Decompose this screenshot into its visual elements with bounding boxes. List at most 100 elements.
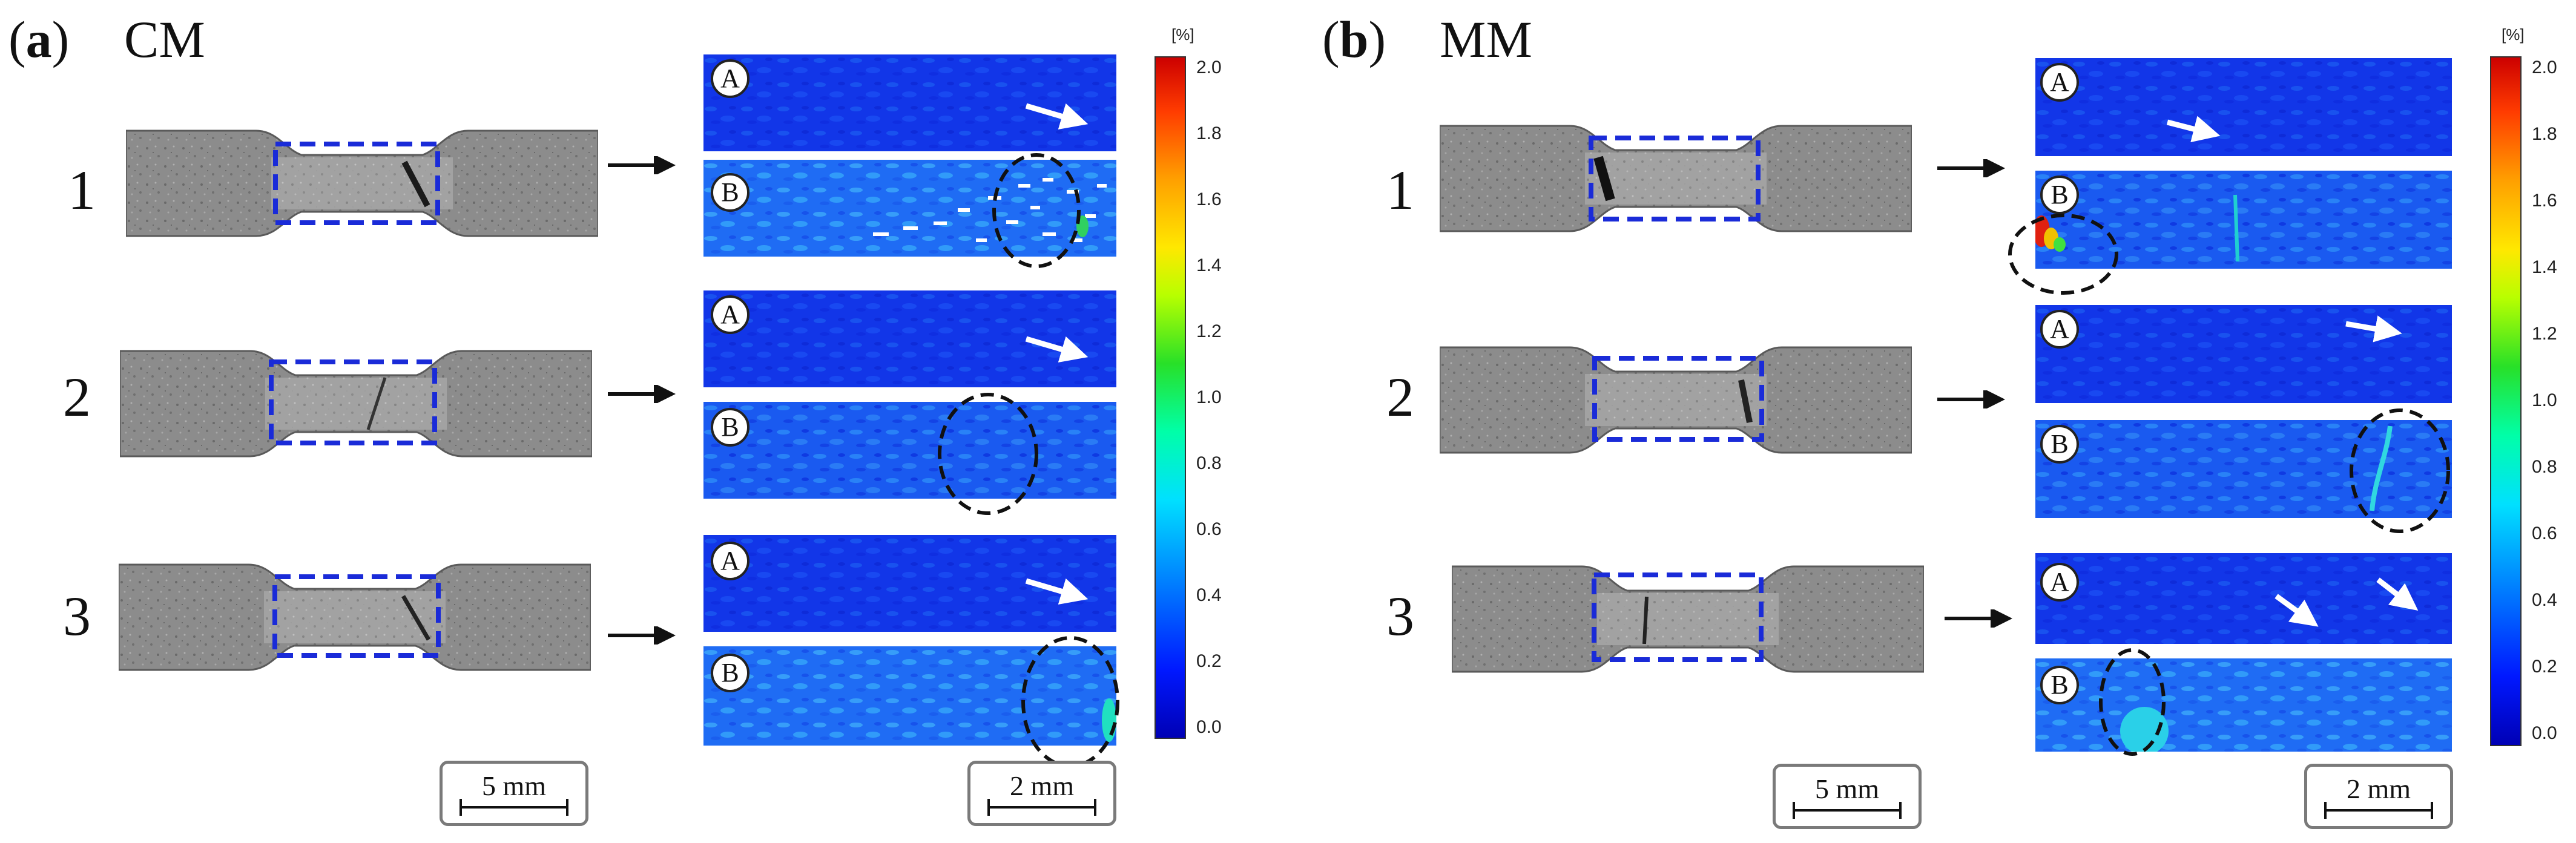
panel-b-map-2B [2035,420,2452,518]
panel-a-map-1B-label: B [711,173,749,212]
panel-b-row-2-label: 2 [1386,366,1414,428]
panel-a-colorbar-tick: 1.4 [1196,255,1222,275]
panel-b-letter: b [1339,10,1369,68]
panel-b-colorbar-tick: 1.8 [2532,124,2557,144]
panel-a-colorbar-tick: 0.8 [1196,453,1222,473]
panel-b-roi-3 [1592,572,1764,662]
white-arrow-icon [1025,578,1089,605]
panel-b-colorbar-tick: 0.0 [2532,723,2557,743]
panel-b-map-3A [2035,553,2452,644]
panel-a-map-1A [703,54,1116,151]
panel-a-map-2B-label: B [711,408,749,447]
white-arrow-icon [2275,594,2319,627]
panel-b-map-3B-label: B [2040,666,2079,704]
right-arrow-icon [608,156,676,174]
dashed-ellipse-icon [2350,408,2450,533]
panel-b-map-scale-text: 2 mm [2346,773,2411,804]
panel-a-annotations [938,103,1119,763]
white-arrow-icon [2376,577,2419,611]
panel-a-row-3-label: 3 [63,585,91,647]
panel-a-specimen-3 [119,560,591,675]
panel-a-colorbar-tick: 1.2 [1196,321,1222,341]
panel-a-colorbar-unit: [%] [1171,25,1194,44]
dashed-ellipse-icon [992,153,1081,268]
scale-bar [460,799,568,816]
dashed-ellipse-icon [1021,636,1119,763]
panel-a-colorbar-tick: 0.4 [1196,585,1222,605]
panel-b-colorbar-tick: 2.0 [2532,57,2557,77]
panel-a-map-scalebar: 2 mm [967,761,1116,826]
panel-b-map-1A [2035,58,2452,156]
panel-a-map-2A-label: A [711,295,749,334]
panel-b-map-1A-label: A [2040,63,2079,102]
panel-a-colorbar-tick: 0.0 [1196,717,1222,737]
panel-b-map-2A-label: A [2040,310,2079,349]
panel-a-close: ) [51,10,70,68]
panel-a-letter: a [25,10,52,68]
panel-b-row-1-label: 1 [1386,159,1414,221]
panel-b-label: (b) [1322,13,1386,65]
panel-a-colorbar [1155,56,1186,739]
panel-b-colorbar-tick: 1.4 [2532,257,2557,277]
dashed-ellipse-icon [2099,648,2166,756]
white-arrow-icon [1025,336,1089,362]
panel-a-roi-1 [273,142,440,225]
panel-b-close: ) [1368,10,1386,68]
right-arrow-icon [1937,159,2005,177]
panel-a-row-1-label: 1 [68,159,96,221]
dashed-ellipse-icon [2008,214,2118,295]
panel-a-specimen-2 [120,346,592,461]
panel-a-map-2B [703,402,1116,499]
panel-b-map-1B [2035,171,2452,269]
panel-b-map-3A-label: A [2040,563,2079,602]
panel-b-row-3-label: 3 [1386,585,1414,647]
panel-b-map-2B-label: B [2040,425,2079,464]
panel-a-title: CM [124,10,205,68]
panel-a-label: (a) [8,13,69,65]
right-arrow-icon [608,385,676,403]
scale-bar [987,799,1096,816]
panel-a-map-3B [703,646,1116,746]
panel-b-colorbar-tick: 1.6 [2532,191,2557,211]
panel-b-specimen-1 [1440,121,1912,236]
panel-a-roi-2 [269,359,437,445]
panel-b-specimen-2 [1440,343,1912,458]
scale-bar [2324,802,2433,819]
panel-b-roi-1 [1589,136,1761,221]
panel-b-specimen-scale-text: 5 mm [1814,773,1880,804]
panel-b-specimen-3 [1452,562,1924,677]
panel-a-specimen-1 [126,126,598,241]
panel-b-annotations [2008,116,2450,756]
panel-a-colorbar-tick: 0.2 [1196,651,1222,671]
panel-b-title: MM [1440,10,1532,68]
panel-b-specimen-scalebar: 5 mm [1773,764,1922,829]
panel-a-specimen-scale-text: 5 mm [481,770,547,801]
panel-a-roi-3 [272,574,441,658]
right-arrow-icon [1937,390,2005,408]
panel-a-map-1A-label: A [711,59,749,98]
panel-a-map-scale-text: 2 mm [1009,770,1075,801]
panel-a-map-3B-label: B [711,654,749,692]
panel-a-colorbar-tick: 1.0 [1196,387,1222,407]
white-arrow-icon [2166,116,2221,143]
panel-b-map-scalebar: 2 mm [2304,764,2453,829]
panel-b-colorbar [2490,56,2522,746]
right-arrow-icon [1945,609,2012,628]
white-arrow-icon [2345,315,2402,343]
panel-b-colorbar-tick: 1.0 [2532,390,2557,410]
panel-b-map-1B-label: B [2040,175,2079,214]
panel-a-specimen-scalebar: 5 mm [440,761,588,826]
panel-b-colorbar-tick: 0.4 [2532,590,2557,610]
panel-a-colorbar-tick: 2.0 [1196,57,1222,77]
right-arrow-icon [608,626,676,645]
panel-a-map-3A-label: A [711,542,749,580]
panel-b-colorbar-tick: 0.2 [2532,657,2557,677]
panel-a-row-2-label: 2 [63,366,91,428]
panel-b-map-3B [2035,658,2452,752]
panel-a-colorbar-tick: 1.8 [1196,123,1222,143]
panel-b-colorbar-tick: 1.2 [2532,324,2557,344]
scale-bar [1793,802,1902,819]
panel-b-roi-2 [1592,356,1764,442]
panel-a-open: ( [8,10,26,68]
white-arrow-icon [1025,103,1089,130]
